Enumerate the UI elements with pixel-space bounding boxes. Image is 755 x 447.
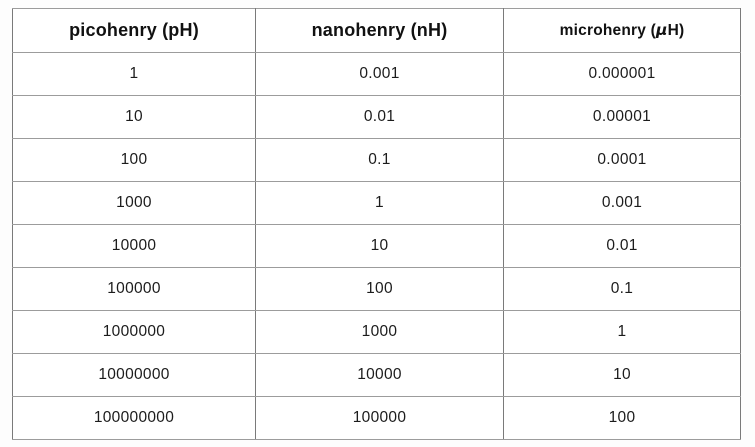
table-row: 1000000 1000 1	[12, 310, 741, 354]
cell-microhenry: 100	[503, 396, 741, 440]
cell-microhenry: 0.00001	[503, 95, 741, 139]
cell-picohenry: 10000000	[12, 353, 256, 397]
cell-picohenry: 10000	[12, 224, 256, 268]
cell-microhenry: 10	[503, 353, 741, 397]
cell-picohenry: 100000000	[12, 396, 256, 440]
cell-nanohenry: 0.01	[255, 95, 504, 139]
table-row: 10000000 10000 10	[12, 353, 741, 397]
cell-nanohenry: 10000	[255, 353, 504, 397]
cell-microhenry: 0.000001	[503, 52, 741, 96]
microhenry-label-prefix: microhenry (	[559, 22, 656, 39]
cell-picohenry: 100000	[12, 267, 256, 311]
cell-microhenry: 0.001	[503, 181, 741, 225]
table-row: 10000 10 0.01	[12, 224, 741, 268]
table-row: 100 0.1 0.0001	[12, 138, 741, 182]
column-header-picohenry: picohenry (pH)	[12, 8, 256, 53]
table-row: 10 0.01 0.00001	[12, 95, 741, 139]
table-row: 100000000 100000 100	[12, 396, 741, 440]
microhenry-label-suffix: H)	[667, 22, 685, 39]
cell-microhenry: 0.1	[503, 267, 741, 311]
cell-nanohenry: 0.001	[255, 52, 504, 96]
cell-nanohenry: 100	[255, 267, 504, 311]
cell-nanohenry: 100000	[255, 396, 504, 440]
cell-picohenry: 1	[12, 52, 256, 96]
cell-picohenry: 100	[12, 138, 256, 182]
cell-nanohenry: 1000	[255, 310, 504, 354]
cell-microhenry: 0.01	[503, 224, 741, 268]
inductance-conversion-table: picohenry (pH) nanohenry (nH) microhenry…	[12, 8, 741, 440]
cell-picohenry: 1000000	[12, 310, 256, 354]
cell-nanohenry: 0.1	[255, 138, 504, 182]
table-row: 100000 100 0.1	[12, 267, 741, 311]
table-row: 1000 1 0.001	[12, 181, 741, 225]
column-header-nanohenry: nanohenry (nH)	[255, 8, 504, 53]
cell-microhenry: 1	[503, 310, 741, 354]
mu-symbol: μ	[655, 21, 668, 39]
table-row: 1 0.001 0.000001	[12, 52, 741, 96]
cell-picohenry: 10	[12, 95, 256, 139]
cell-microhenry: 0.0001	[503, 138, 741, 182]
header-row: picohenry (pH) nanohenry (nH) microhenry…	[12, 8, 741, 53]
cell-nanohenry: 10	[255, 224, 504, 268]
cell-picohenry: 1000	[12, 181, 256, 225]
column-header-microhenry: microhenry (μH)	[503, 8, 741, 53]
cell-nanohenry: 1	[255, 181, 504, 225]
